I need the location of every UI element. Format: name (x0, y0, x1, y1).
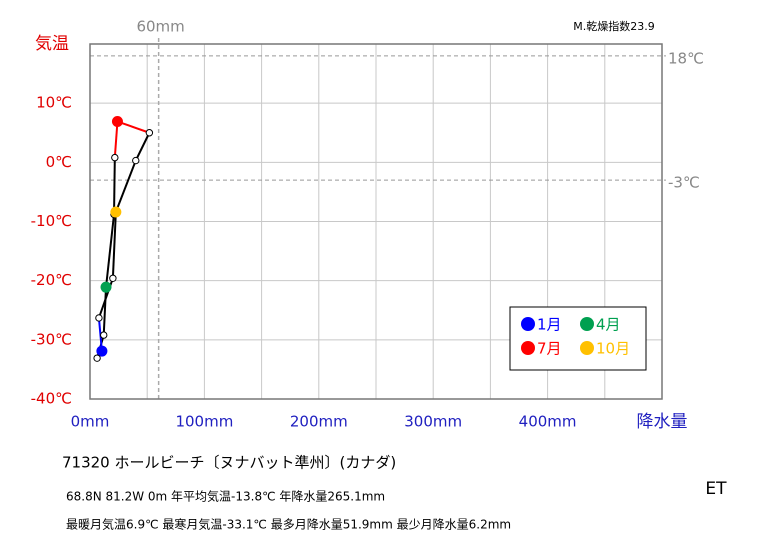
legend-box (509, 306, 647, 371)
x-tick-label: 300mm (404, 413, 462, 431)
x-tick-label: 100mm (175, 413, 233, 431)
month-point (95, 314, 103, 322)
climate-line (105, 214, 116, 288)
x-axis-label: 降水量 (637, 412, 688, 432)
x-tick-label: 400mm (519, 413, 577, 431)
y-tick-label: -40℃ (31, 390, 72, 408)
legend-marker (580, 317, 594, 331)
climate-line (113, 157, 116, 215)
legend-marker (580, 341, 594, 355)
highlight-point (110, 206, 122, 218)
month-point (145, 129, 154, 137)
legend-marker (521, 317, 535, 331)
info-line: 最暖月気温6.9℃ 最寒月気温-33.1℃ 最多月降水量51.9mm 最少月降水… (66, 517, 511, 532)
month-point (100, 331, 108, 339)
climate-line (111, 211, 117, 279)
x-tick-label: 200mm (290, 413, 348, 431)
highlight-point (96, 345, 108, 357)
chart-title: 71320 ホールビーチ〔ヌナバット準州〕(カナダ) (62, 454, 396, 472)
y-tick-label: -20℃ (31, 271, 72, 289)
legend-label: 4月 (596, 316, 621, 334)
climate-line (134, 132, 151, 161)
highlight-point (111, 116, 123, 128)
info-line: 68.8N 81.2W 0m 年平均気温-13.8℃ 年降水量265.1mm (66, 489, 385, 504)
dryness-index: M.乾燥指数23.9 (573, 19, 654, 33)
y-tick-label: 10℃ (36, 94, 72, 112)
month-point (132, 156, 140, 165)
climate-line (117, 120, 150, 134)
climate-class: ET (705, 479, 727, 499)
y-tick-label: -10℃ (31, 212, 72, 230)
y-tick-label: 0℃ (46, 153, 72, 171)
month-point (93, 354, 101, 362)
y-axis-label: 気温 (35, 34, 69, 54)
legend-label: 1月 (537, 316, 562, 334)
plot-frame (89, 43, 663, 400)
y2-tick-label: 18℃ (668, 49, 704, 67)
climate-line (114, 160, 137, 213)
x-tick-label: 0mm (71, 413, 110, 431)
legend-marker (521, 341, 535, 355)
climate-line (113, 121, 119, 158)
threshold-label: 60mm (136, 18, 184, 36)
y2-tick-label: -3℃ (668, 174, 700, 192)
y-tick-label: -30℃ (31, 330, 72, 348)
month-point (109, 274, 117, 282)
climate-line (102, 287, 108, 336)
legend-label: 10月 (596, 340, 630, 358)
legend-label: 7月 (537, 340, 562, 358)
month-point (111, 153, 119, 162)
highlight-point (100, 281, 112, 293)
